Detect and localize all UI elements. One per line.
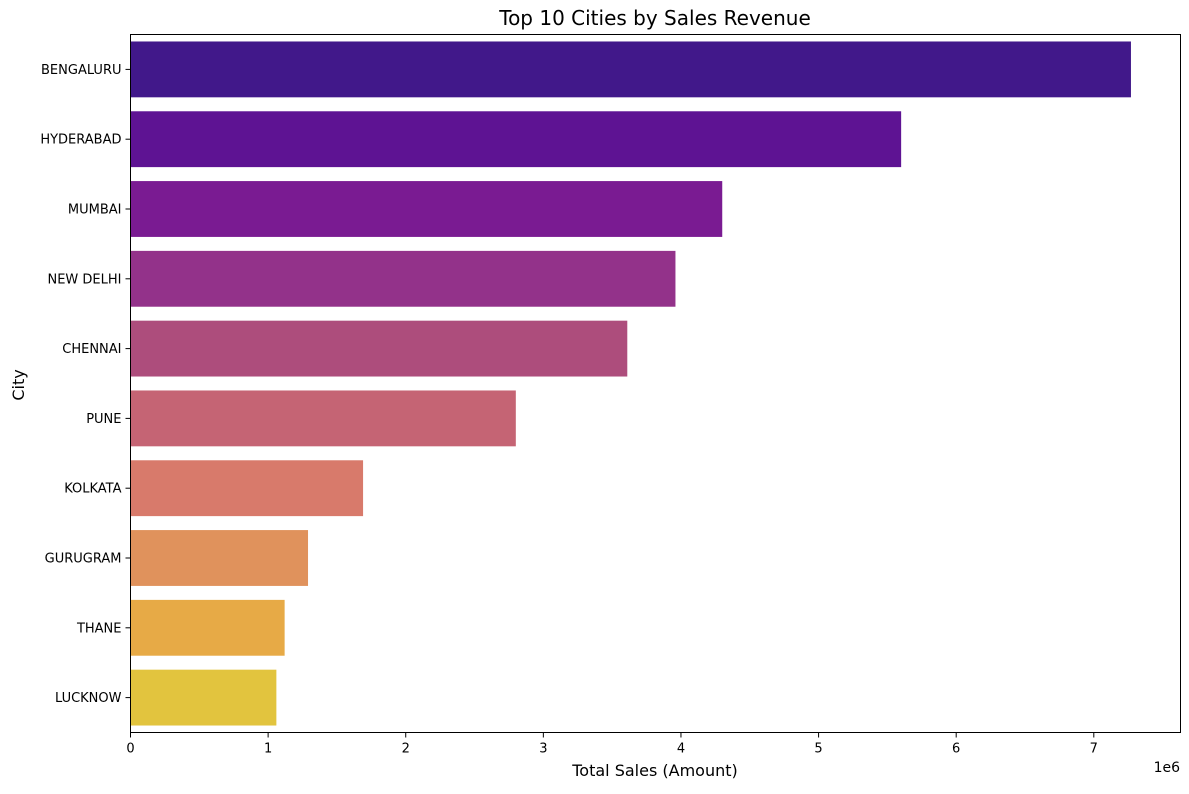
y-tick-label: CHENNAI	[62, 342, 121, 357]
x-tick-label: 3	[539, 742, 547, 757]
y-tick-label: NEW DELHI	[47, 272, 121, 287]
y-tick-label: PUNE	[86, 412, 121, 427]
x-tick-label: 0	[126, 742, 134, 757]
bar-mumbai	[130, 181, 723, 237]
x-axis-offset-label: 1e6	[1154, 760, 1181, 776]
y-tick-label: THANE	[76, 621, 122, 636]
bars-group	[130, 41, 1131, 726]
y-tick-label: MUMBAI	[68, 203, 122, 218]
bar-bengaluru	[130, 41, 1131, 98]
bar-lucknow	[130, 669, 277, 726]
bar-thane	[130, 599, 285, 656]
x-tick-label: 1	[264, 742, 272, 757]
bar-hyderabad	[130, 111, 902, 168]
x-tick-label: 2	[402, 742, 410, 757]
x-tick-label: 4	[677, 742, 685, 757]
y-tick-label: KOLKATA	[64, 482, 121, 497]
bar-chennai	[130, 320, 628, 377]
x-tick-label: 7	[1090, 742, 1098, 757]
y-tick-label: GURUGRAM	[45, 552, 122, 567]
chart-title: Top 10 Cities by Sales Revenue	[498, 6, 811, 30]
bar-new-delhi	[130, 250, 676, 307]
y-ticks-group: BENGALURU HYDERABAD MUMBAI NEW DELHI CHENNAI…	[40, 63, 131, 706]
x-ticks-group: 0 1 2 3 4 5 6 7	[126, 732, 1098, 757]
bar-gurugram	[130, 530, 309, 586]
y-tick-label: BENGALURU	[41, 63, 121, 78]
x-axis-label: Total Sales (Amount)	[571, 761, 737, 780]
y-tick-label: LUCKNOW	[55, 691, 122, 706]
x-tick-label: 6	[952, 742, 960, 757]
y-tick-label: HYDERABAD	[40, 133, 121, 148]
bar-pune	[130, 390, 516, 447]
plot-frame	[130, 34, 1181, 733]
y-axis-label: City	[9, 369, 28, 400]
bar-kolkata	[130, 460, 364, 517]
x-tick-label: 5	[814, 742, 822, 757]
